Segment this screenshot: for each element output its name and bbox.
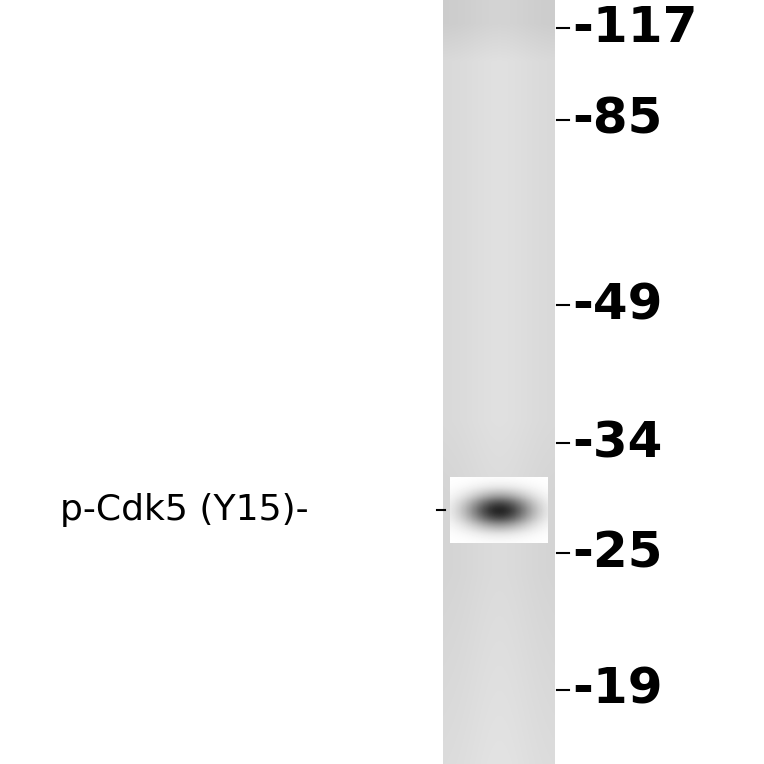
Text: -117: -117 (572, 4, 698, 52)
Text: -34: -34 (572, 419, 662, 467)
Text: -49: -49 (572, 281, 662, 329)
Text: p-Cdk5 (Y15)-: p-Cdk5 (Y15)- (60, 493, 309, 527)
Text: -85: -85 (572, 96, 662, 144)
Text: -19: -19 (572, 666, 662, 714)
Text: -25: -25 (572, 529, 662, 577)
